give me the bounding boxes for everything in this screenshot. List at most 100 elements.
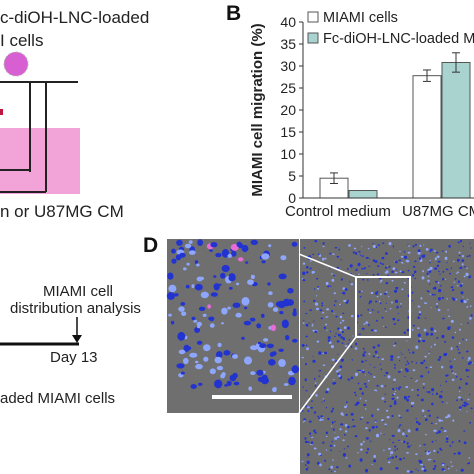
cell-dot	[257, 341, 262, 345]
cell-dot	[350, 283, 354, 286]
cell-dot	[370, 329, 374, 332]
cell-dot	[450, 267, 453, 269]
analysis-label-line2: distribution analysis	[10, 300, 141, 317]
cell-dot	[209, 368, 216, 375]
cell-dot	[467, 322, 469, 324]
cell-dot	[355, 268, 358, 271]
cell-dot	[394, 400, 397, 403]
cell-dot	[228, 274, 236, 282]
cell-dot	[256, 369, 264, 376]
cell-dot	[305, 323, 309, 327]
cell-dot	[437, 297, 441, 301]
cell-dot	[305, 363, 307, 366]
cell-dot	[361, 360, 364, 363]
cell-dot	[408, 245, 411, 247]
cell-dot	[231, 250, 237, 257]
cell-dot	[365, 469, 368, 473]
cell-dot	[421, 409, 425, 413]
cell-dot	[316, 287, 320, 290]
cell-dot	[372, 244, 376, 248]
cell-dot	[438, 430, 441, 434]
cell-dot	[340, 336, 343, 339]
cell-dot	[403, 332, 406, 334]
cell-dot	[447, 414, 451, 418]
cell-dot	[434, 465, 437, 468]
cell-dot	[384, 393, 386, 395]
cell-dot	[424, 317, 427, 319]
cell-dot	[319, 309, 323, 312]
cell-dot	[325, 407, 328, 409]
cell-dot	[447, 326, 451, 331]
cell-dot	[413, 265, 416, 268]
cell-dot	[469, 318, 472, 321]
timeline	[0, 317, 82, 346]
legend-swatch	[307, 32, 319, 44]
zoom-region-box	[355, 276, 411, 338]
y-tick-label: 30	[280, 58, 296, 74]
cell-dot	[361, 392, 364, 395]
cell-dot	[445, 250, 447, 253]
cell-dot	[342, 439, 345, 442]
cell-dot	[352, 251, 355, 254]
cell-dot	[197, 239, 204, 247]
cell-dot	[292, 338, 298, 343]
cell-dot	[431, 293, 435, 296]
cell-dot	[453, 281, 456, 283]
cell-dot	[420, 255, 423, 257]
cell-dot	[451, 336, 455, 339]
cell-dot	[424, 450, 427, 452]
cell-dot	[306, 347, 309, 351]
cell-dot	[465, 272, 469, 276]
cell-dot	[221, 322, 224, 325]
cell-dot	[391, 301, 393, 304]
cell-dot	[393, 378, 396, 382]
cell-dot	[312, 253, 315, 256]
cell-dot	[406, 452, 409, 454]
cell-dot	[469, 305, 472, 307]
cell-dot	[456, 345, 459, 348]
cell-dot	[456, 258, 460, 262]
cell-dot	[361, 327, 365, 330]
cell-dot	[385, 291, 388, 293]
cell-dot	[429, 262, 431, 264]
cell-dot	[399, 360, 401, 362]
cell-dot	[339, 451, 341, 452]
cell-dot	[350, 376, 354, 380]
cell-dot	[411, 274, 415, 277]
cell-dot	[316, 340, 320, 343]
cell-dot	[308, 432, 312, 435]
cell-dot	[468, 356, 471, 360]
cell-dot	[387, 274, 389, 276]
cell-dot	[414, 270, 417, 274]
cell-dot	[303, 300, 306, 303]
cell-dot	[346, 268, 349, 270]
cell-dot	[334, 421, 336, 423]
cell-dot	[371, 414, 374, 417]
cell-dot	[386, 409, 389, 412]
cell-dot	[364, 408, 367, 410]
cell-dot	[423, 359, 426, 362]
cell-dot	[400, 306, 402, 308]
cell-dot	[356, 369, 359, 371]
cell-dot	[282, 298, 291, 307]
cell-dot	[354, 404, 357, 406]
cell-dot	[469, 422, 472, 424]
cell-dot	[398, 386, 402, 389]
cell-dot	[424, 254, 426, 256]
cell-dot	[322, 398, 324, 400]
cell-dot	[458, 406, 462, 409]
cell-dot	[448, 244, 451, 248]
zoom-image-background	[167, 239, 299, 413]
cell-dot	[428, 350, 430, 352]
cell-dot	[436, 255, 440, 259]
cell-dot	[330, 410, 334, 413]
cell-dot	[462, 296, 464, 298]
cell-dot	[400, 351, 402, 353]
cell-dot	[312, 271, 315, 274]
cell-dot	[389, 454, 392, 456]
cell-dot	[440, 391, 443, 393]
cell-dot	[333, 382, 337, 385]
cell-dot	[395, 455, 398, 458]
cell-dot	[383, 449, 385, 451]
cell-dot	[411, 300, 414, 302]
